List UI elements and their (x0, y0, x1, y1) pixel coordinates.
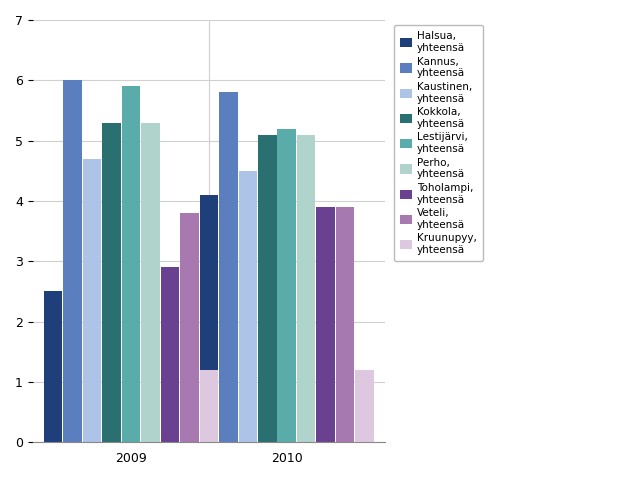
Bar (239, 171, 257, 442)
Bar (355, 370, 374, 442)
Bar (83, 159, 101, 442)
Bar (336, 207, 355, 442)
Bar (102, 122, 121, 442)
Bar (258, 134, 276, 442)
Bar (316, 207, 335, 442)
Bar (44, 291, 62, 442)
Bar (219, 92, 237, 442)
Bar (122, 86, 140, 442)
Bar (200, 195, 218, 442)
Bar (63, 80, 82, 442)
Bar (141, 122, 160, 442)
Bar (161, 267, 179, 442)
Bar (200, 370, 218, 442)
Bar (297, 134, 316, 442)
Bar (278, 129, 296, 442)
Bar (180, 213, 198, 442)
Legend: Halsua,
yhteensä, Kannus,
yhteensä, Kaustinen,
yhteensä, Kokkola,
yhteensä, Lest: Halsua, yhteensä, Kannus, yhteensä, Kaus… (394, 25, 483, 261)
